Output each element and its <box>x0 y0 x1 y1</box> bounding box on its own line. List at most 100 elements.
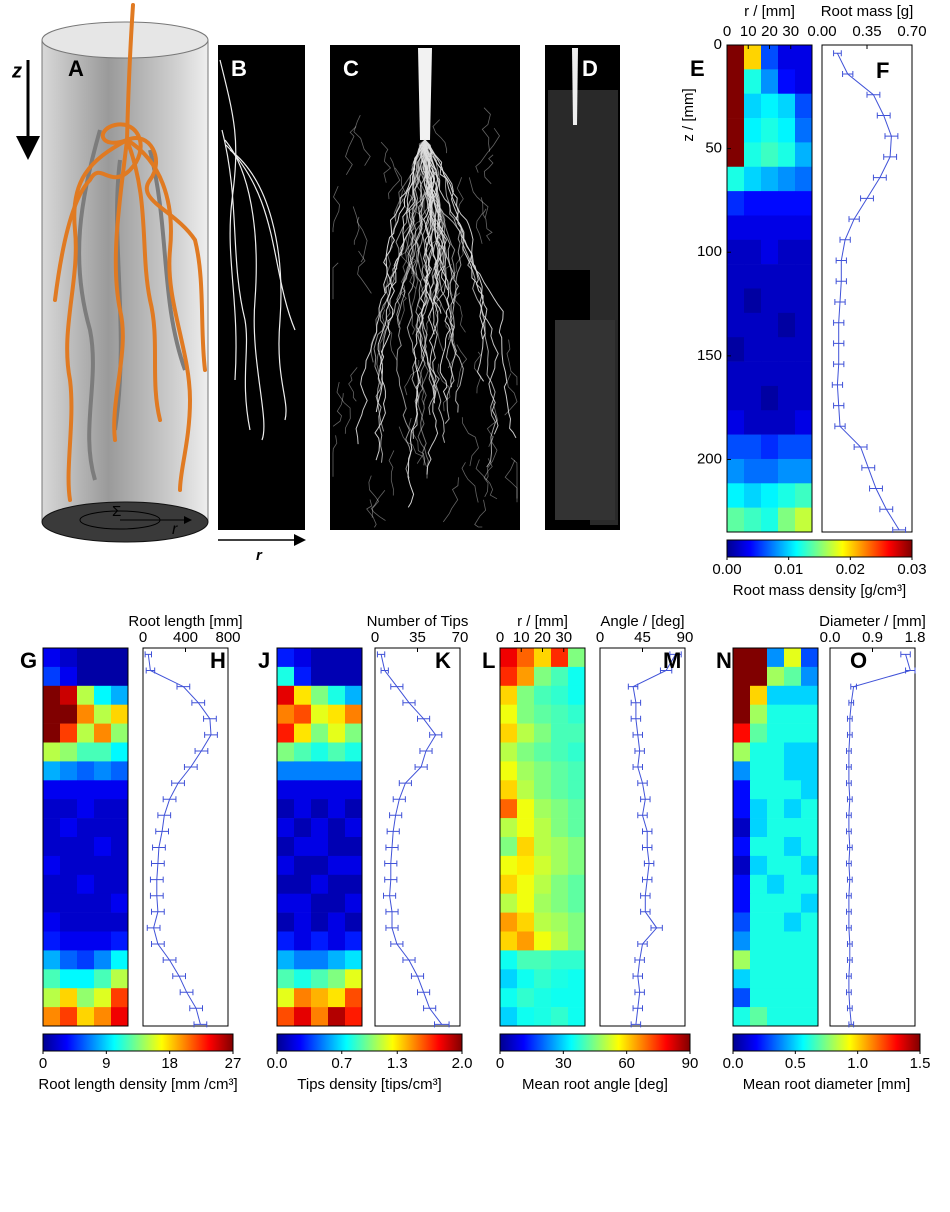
heatmap-cell <box>311 875 328 894</box>
heatmap-cell <box>795 386 812 411</box>
heatmap-cell <box>568 894 585 913</box>
heatmap-cell <box>60 648 77 667</box>
heatmap-cell <box>795 289 812 314</box>
x-tick-label: 0.0 <box>820 629 841 646</box>
heatmap-cell <box>277 705 294 724</box>
heatmap-cell <box>761 410 778 435</box>
panel-a-image <box>28 5 208 542</box>
heatmap-cell <box>345 667 362 686</box>
heatmap-cell <box>294 932 311 951</box>
heatmap-cell <box>277 913 294 932</box>
heatmap-cell <box>294 875 311 894</box>
heatmap-cell <box>761 459 778 484</box>
heatmap-cell <box>778 167 795 192</box>
heatmap-cell <box>750 686 767 705</box>
colorbar-tick-label: 0.0 <box>723 1055 744 1072</box>
heatmap-cell <box>767 932 784 951</box>
heatmap-cell <box>500 913 517 932</box>
heatmap-cell <box>294 648 311 667</box>
heatmap-cell <box>77 856 94 875</box>
heatmap-cell <box>767 913 784 932</box>
heatmap-cell <box>761 435 778 460</box>
heatmap-cell <box>328 799 345 818</box>
heatmap-cell <box>551 913 568 932</box>
heatmap-cell <box>767 799 784 818</box>
heatmap-cell <box>111 818 128 837</box>
heatmap-cell <box>328 667 345 686</box>
heatmap-cell <box>568 969 585 988</box>
heatmap-cell <box>77 988 94 1007</box>
heatmap-cell <box>568 1007 585 1026</box>
heatmap-cell <box>744 435 761 460</box>
heatmap-cell <box>568 724 585 743</box>
heatmap-cell <box>111 799 128 818</box>
heatmap-cell <box>43 837 60 856</box>
colorbar-tick-label: 18 <box>161 1055 178 1072</box>
heatmap-cell <box>294 950 311 969</box>
heatmap-cell <box>795 215 812 240</box>
heatmap-cell <box>733 950 750 969</box>
heatmap-cell <box>750 648 767 667</box>
heatmap-cell <box>795 435 812 460</box>
heatmap-cell <box>733 705 750 724</box>
heatmap-cell <box>784 894 801 913</box>
heatmap-cell <box>500 932 517 951</box>
heatmap-cell <box>94 875 111 894</box>
heatmap-cell <box>778 142 795 167</box>
heatmap-cell <box>311 988 328 1007</box>
heatmap-cell <box>767 1007 784 1026</box>
panel-label: L <box>482 648 495 673</box>
heatmap-cell <box>294 913 311 932</box>
heatmap-cell <box>277 894 294 913</box>
heatmap-cell <box>534 932 551 951</box>
heatmap-cell <box>784 705 801 724</box>
heatmap-cell <box>767 988 784 1007</box>
heatmap-cell <box>534 705 551 724</box>
heatmap-cell <box>778 191 795 216</box>
heatmap-cell <box>795 362 812 387</box>
heatmap-cell <box>784 988 801 1007</box>
heatmap-cell <box>551 743 568 762</box>
heatmap-cell <box>801 705 818 724</box>
x-tick-label: 30 <box>782 23 799 40</box>
heatmap-cell <box>311 667 328 686</box>
heatmap-cell <box>311 932 328 951</box>
heatmap-cell <box>60 950 77 969</box>
heatmap-cell <box>111 875 128 894</box>
heatmap-cell <box>795 118 812 143</box>
x-tick-label: 0.9 <box>862 629 883 646</box>
heatmap-cell <box>727 483 744 508</box>
heatmap-cell <box>767 875 784 894</box>
heatmap-cell <box>801 761 818 780</box>
heatmap-cell <box>784 932 801 951</box>
heatmap-cell <box>517 875 534 894</box>
panel-label: K <box>435 648 451 673</box>
panel-d-haze <box>555 320 615 520</box>
heatmap-cell <box>551 705 568 724</box>
heatmap-cell <box>568 837 585 856</box>
heatmap-cell <box>801 724 818 743</box>
heatmap-cell <box>784 761 801 780</box>
colorbar-tick-label: 1.3 <box>387 1055 408 1072</box>
heatmap-cell <box>551 988 568 1007</box>
heatmap-cell <box>778 313 795 338</box>
heatmap-cell <box>784 913 801 932</box>
heatmap-cell <box>744 410 761 435</box>
panel-label: N <box>716 648 732 673</box>
heatmap-cell <box>111 1007 128 1026</box>
heatmap-cell <box>111 969 128 988</box>
heatmap-cell <box>778 337 795 362</box>
colorbar <box>733 1034 920 1051</box>
heatmap-cell <box>294 724 311 743</box>
heatmap-cell <box>517 667 534 686</box>
colorbar-tick-label: 0.03 <box>897 561 926 578</box>
heatmap-cell <box>784 818 801 837</box>
heatmap-cell <box>500 648 517 667</box>
heatmap-cell <box>500 799 517 818</box>
heatmap-cell <box>795 337 812 362</box>
heatmap-cell <box>733 913 750 932</box>
heatmap-cell <box>94 856 111 875</box>
heatmap-cell <box>795 483 812 508</box>
heatmap-cell <box>801 686 818 705</box>
x-tick-label: 0 <box>139 629 147 646</box>
